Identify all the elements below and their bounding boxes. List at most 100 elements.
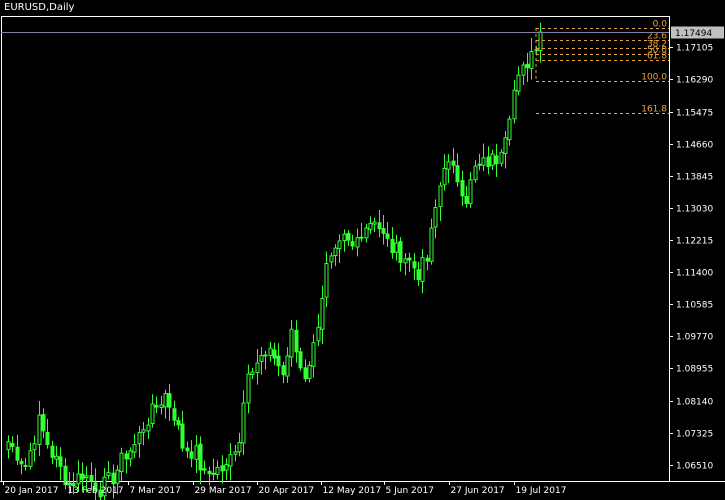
- candle: [89, 462, 94, 490]
- candle-body: [372, 221, 377, 225]
- candle: [446, 154, 451, 184]
- candle: [481, 143, 486, 172]
- fib-level[interactable]: 50.0: [536, 46, 669, 56]
- candle-body: [407, 257, 412, 261]
- candle-body: [381, 228, 386, 234]
- candle-body: [211, 472, 216, 475]
- candle: [451, 147, 456, 174]
- candle: [263, 350, 268, 370]
- candle-body: [394, 242, 399, 253]
- time-tick-label: 7 Mar 2017: [130, 486, 181, 496]
- candle: [233, 444, 238, 462]
- candle-body: [93, 482, 98, 492]
- candle: [398, 237, 403, 272]
- candle: [368, 216, 373, 234]
- candle-body: [311, 342, 316, 367]
- candle: [473, 160, 478, 183]
- candle-body: [89, 474, 94, 482]
- candle-body: [237, 442, 242, 453]
- candle-body: [71, 482, 76, 487]
- candle: [189, 440, 194, 468]
- candle-body: [150, 403, 155, 425]
- candle-body: [390, 238, 395, 254]
- candle-body: [294, 329, 299, 353]
- candle: [98, 482, 103, 500]
- candle: [132, 433, 137, 459]
- candle-body: [451, 160, 456, 166]
- candle-body: [359, 236, 364, 239]
- candle: [211, 458, 216, 481]
- candle: [403, 253, 408, 276]
- candle: [198, 436, 203, 485]
- candle: [15, 434, 20, 466]
- candle: [416, 261, 421, 286]
- fibonacci-retracement[interactable]: 0.0 23.638.250.061.8 100.0 161.8: [535, 20, 669, 115]
- candle-body: [159, 404, 164, 408]
- fib-level[interactable]: 23.6: [536, 32, 669, 42]
- candle-body: [473, 165, 478, 181]
- candle-body: [58, 456, 63, 467]
- price-tick-label: 1.07325: [676, 430, 713, 440]
- candle: [372, 217, 377, 233]
- candle: [420, 249, 425, 294]
- candle: [172, 400, 177, 426]
- fib-level[interactable]: 100.0: [536, 73, 669, 83]
- candle: [37, 401, 42, 457]
- candle-body: [115, 469, 120, 484]
- candle-body: [525, 63, 530, 69]
- candle-body: [342, 233, 347, 242]
- price-tick-label: 1.13030: [676, 205, 713, 215]
- fib-level[interactable]: 61.8: [536, 52, 669, 62]
- fib-level[interactable]: 0.0: [536, 20, 669, 30]
- candle: [185, 441, 190, 459]
- candle: [289, 319, 294, 367]
- candle: [102, 468, 107, 500]
- candle: [259, 347, 264, 375]
- candle-body: [538, 31, 543, 51]
- candle: [202, 460, 207, 475]
- candle-body: [167, 393, 172, 408]
- time-tick-label: 12 May 2017: [323, 486, 382, 496]
- current-price-marker: 1.17494: [1, 26, 724, 39]
- candle-body: [464, 195, 469, 204]
- candle-body: [224, 464, 229, 471]
- candle: [333, 244, 338, 267]
- candle: [285, 347, 290, 383]
- candle-body: [324, 262, 329, 298]
- chart-title: EURUSD,Daily: [4, 2, 75, 13]
- candle-body: [180, 423, 185, 449]
- candle-body: [298, 351, 303, 369]
- candle: [268, 342, 273, 362]
- fib-level[interactable]: 38.2: [536, 40, 669, 50]
- candle-body: [507, 118, 512, 141]
- candle: [124, 450, 129, 474]
- candle: [490, 149, 495, 170]
- candle: [460, 170, 465, 206]
- price-axis[interactable]: 1.17105 1.16290 1.15475 1.14660 1.13845 1.130…: [669, 44, 713, 472]
- candle-body: [512, 89, 517, 120]
- time-tick-label: 29 Mar 2017: [195, 486, 252, 496]
- candle-body: [28, 450, 33, 467]
- candle: [207, 466, 212, 486]
- fib-level[interactable]: 161.8: [536, 105, 669, 115]
- candle-body: [490, 153, 495, 166]
- candle-body: [194, 445, 199, 460]
- candle: [71, 472, 76, 495]
- candle-body: [198, 443, 203, 471]
- candle: [220, 455, 225, 484]
- time-axis[interactable]: 20 Jan 2017 13 Feb 2017 7 Mar 2017 29 Mar 2…: [3, 481, 567, 496]
- candle-body: [132, 444, 137, 453]
- candle: [311, 334, 316, 378]
- fib-level-label: 38.2: [647, 40, 667, 50]
- price-tick-label: 1.10585: [676, 301, 713, 311]
- candle: [377, 209, 382, 238]
- candle: [241, 390, 246, 455]
- candle: [215, 460, 220, 480]
- candle: [390, 226, 395, 259]
- candle-body: [220, 465, 225, 472]
- candle-body: [346, 232, 351, 241]
- price-tick-label: 1.08955: [676, 365, 713, 375]
- candle-body: [289, 328, 294, 358]
